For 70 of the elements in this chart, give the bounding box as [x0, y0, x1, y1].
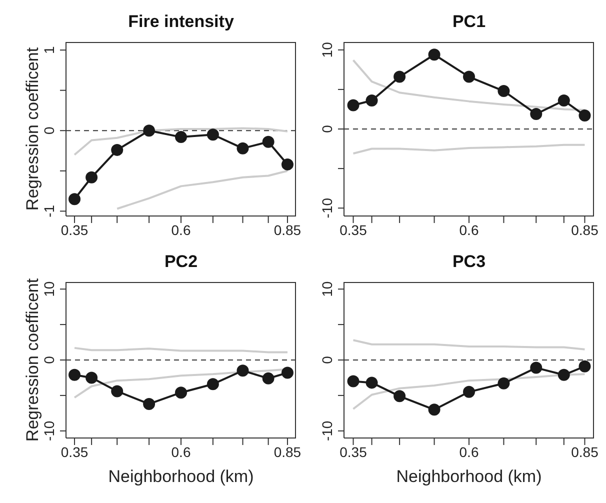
- point: [530, 108, 542, 120]
- x-tick-label: 0.6: [171, 444, 191, 460]
- x-tick-label: 0.85: [274, 444, 302, 460]
- y-axis-title: Regression coefficent: [23, 278, 42, 442]
- y-tick-label: 0: [41, 126, 57, 135]
- y-tick-label: 0: [41, 356, 57, 364]
- point: [281, 158, 294, 170]
- y-tick-label: 0: [319, 356, 335, 364]
- point: [498, 377, 510, 390]
- chart-title: PC1: [451, 11, 487, 33]
- x-tick-label: 0.35: [340, 444, 368, 460]
- y-tick-label: -10: [41, 420, 57, 442]
- x-axis-title: Neighborhood (km): [108, 467, 254, 486]
- chart-title: PC2: [163, 251, 199, 273]
- point: [394, 390, 406, 402]
- point: [366, 94, 378, 107]
- point: [143, 124, 156, 137]
- point: [498, 85, 510, 98]
- y-tick-label: 10: [41, 281, 57, 297]
- y-tick-label: -1: [41, 204, 57, 218]
- point: [428, 404, 440, 416]
- x-tick-label: 0.35: [60, 444, 88, 460]
- point: [68, 193, 81, 206]
- point: [236, 142, 249, 154]
- point: [347, 99, 360, 112]
- point: [530, 362, 542, 374]
- x-tick-label: 0.85: [274, 222, 302, 238]
- x-tick-label: 0.35: [60, 222, 88, 238]
- line-series: [352, 144, 586, 155]
- point: [262, 372, 274, 384]
- point: [175, 386, 187, 399]
- point: [281, 366, 294, 379]
- point: [86, 171, 98, 184]
- point: [394, 70, 406, 83]
- point: [578, 110, 591, 122]
- y-tick-label: 0: [319, 124, 335, 133]
- chart-title: PC3: [451, 251, 487, 273]
- chart-title: Fire intensity: [127, 11, 235, 33]
- point: [175, 131, 187, 144]
- y-tick-label: -10: [319, 420, 335, 442]
- point: [143, 398, 156, 410]
- y-tick-label: -10: [319, 198, 335, 218]
- point: [558, 368, 570, 381]
- point: [111, 385, 124, 398]
- point: [68, 368, 81, 381]
- point: [347, 375, 360, 388]
- line-series: [352, 339, 586, 350]
- point: [366, 376, 378, 389]
- x-tick-label: 0.6: [171, 222, 191, 238]
- x-tick-label: 0.6: [459, 222, 479, 238]
- point: [111, 144, 124, 156]
- x-tick-label: 0.85: [571, 222, 599, 238]
- y-tick-label: 1: [41, 46, 57, 54]
- point: [463, 70, 475, 83]
- x-tick-label: 0.6: [459, 444, 479, 460]
- point: [558, 94, 570, 107]
- point: [206, 128, 219, 141]
- y-tick-label: 10: [319, 42, 335, 58]
- point: [428, 48, 440, 61]
- point: [86, 372, 98, 384]
- point: [206, 378, 219, 390]
- x-tick-label: 0.85: [571, 444, 599, 460]
- point: [236, 364, 249, 377]
- point: [262, 136, 274, 148]
- y-tick-label: 10: [319, 281, 335, 297]
- y-axis-title: Regression coefficent: [23, 47, 42, 211]
- x-axis-title: Neighborhood (km): [396, 467, 542, 486]
- point: [578, 360, 591, 372]
- point: [463, 386, 475, 398]
- x-tick-label: 0.35: [340, 222, 368, 238]
